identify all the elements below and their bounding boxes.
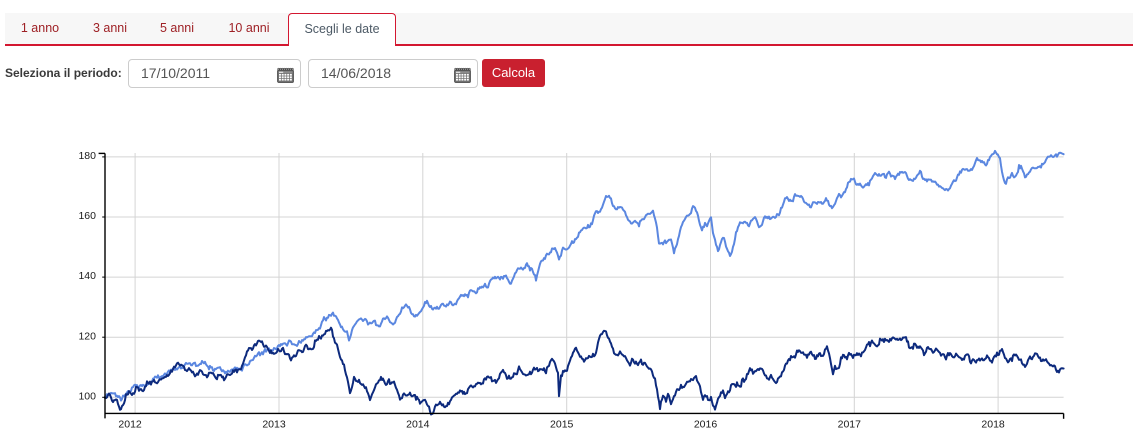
svg-text:2016: 2016 [694,419,718,431]
svg-text:2012: 2012 [118,419,142,431]
svg-text:2013: 2013 [262,419,286,431]
svg-text:2015: 2015 [550,419,574,431]
svg-text:140: 140 [78,270,96,282]
svg-text:120: 120 [78,330,96,342]
svg-text:100: 100 [78,390,96,402]
svg-text:180: 180 [78,150,96,162]
svg-text:2017: 2017 [838,419,862,431]
svg-text:160: 160 [78,210,96,222]
svg-text:2018: 2018 [981,419,1005,431]
svg-text:2014: 2014 [406,419,430,431]
